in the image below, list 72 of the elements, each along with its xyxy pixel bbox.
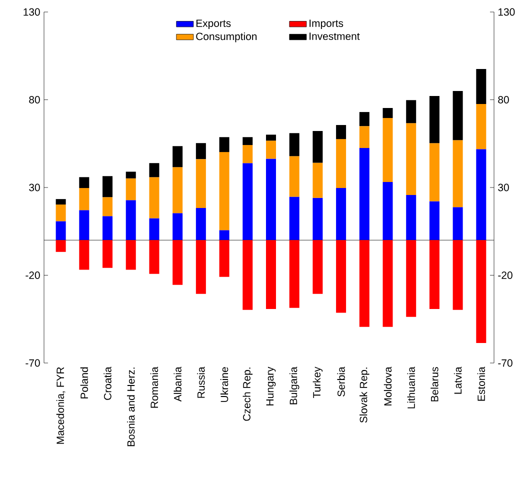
bar: [452, 90, 463, 140]
y2-tick-label: 130: [24, 8, 40, 16]
x-tick-label: Estonia: [477, 366, 486, 401]
bar: [242, 137, 253, 146]
bar: [266, 140, 276, 159]
x-tick-label: Macedonia, FYR: [56, 367, 66, 444]
bar: [336, 139, 346, 188]
bar: [476, 104, 486, 150]
x-tick-label: Czech Rep.: [242, 368, 253, 421]
x-tick-label: Serbia: [337, 366, 345, 396]
bar: [196, 159, 206, 208]
y2-tick-label: -70: [26, 359, 40, 367]
bar: [219, 137, 230, 152]
bar: [172, 167, 183, 214]
bar: [126, 178, 136, 200]
bar: [429, 143, 440, 202]
bar: [172, 146, 183, 168]
bar: [312, 130, 323, 163]
bar: [79, 177, 90, 188]
legend-label: Exports: [196, 20, 231, 30]
bar: [149, 177, 160, 218]
y2-tick-label: 80: [29, 96, 40, 104]
bar: [242, 145, 253, 164]
y2-tick-label: -20: [26, 272, 40, 279]
x-tick-label: Albania: [174, 366, 182, 402]
x-tick-label: Russia: [197, 366, 205, 398]
x-tick-label: Romania: [150, 366, 158, 408]
bar: [359, 112, 370, 126]
bar: [79, 188, 90, 210]
bar: [289, 133, 300, 156]
x-tick-label: Hungary: [266, 366, 276, 406]
bar: [102, 197, 113, 216]
bar: [382, 108, 393, 118]
x-tick-label: Turkey: [312, 366, 323, 398]
legend-label: Investment: [310, 32, 360, 40]
bar: [382, 118, 393, 182]
x-tick-label: Poland: [80, 367, 88, 398]
bar: [406, 123, 416, 196]
bar: [126, 172, 136, 178]
y-tick-label: -20: [498, 272, 512, 279]
bar: [359, 126, 370, 148]
x-tick-label: Belarus: [430, 367, 438, 402]
legend-label: Consumption: [196, 32, 257, 42]
x-tick-label: Latvia: [454, 366, 462, 394]
x-tick-label: Croatia: [104, 366, 112, 400]
bar: [476, 69, 486, 104]
y2-tick-label: 30: [29, 184, 40, 192]
x-tick-label: Lithuania: [407, 366, 415, 408]
legend-label: Imports: [310, 20, 344, 30]
y-tick-label: 130: [498, 8, 515, 16]
bar: [336, 125, 346, 140]
bar: [289, 156, 300, 197]
x-tick-label: Moldova: [384, 366, 392, 406]
bar: [219, 152, 230, 230]
x-tick-label: Bulgaria: [289, 366, 300, 404]
bar: [429, 96, 440, 144]
y-tick-label: 80: [498, 96, 509, 104]
bar: [452, 140, 463, 208]
bar: [266, 134, 276, 141]
x-tick-label: Slovak Rep.: [360, 368, 370, 423]
bar: [56, 204, 66, 222]
bar: [102, 176, 113, 198]
bar: [149, 163, 160, 178]
bar: [312, 162, 323, 198]
bar: [406, 100, 416, 124]
bar: [196, 143, 206, 160]
bar: [56, 199, 66, 205]
y-tick-label: -70: [498, 359, 512, 367]
y-tick-label: 30: [498, 184, 509, 192]
bar: [219, 230, 230, 240]
x-tick-label: Bosnia and Herz.: [127, 368, 135, 446]
x-tick-label: Ukraine: [220, 367, 228, 402]
